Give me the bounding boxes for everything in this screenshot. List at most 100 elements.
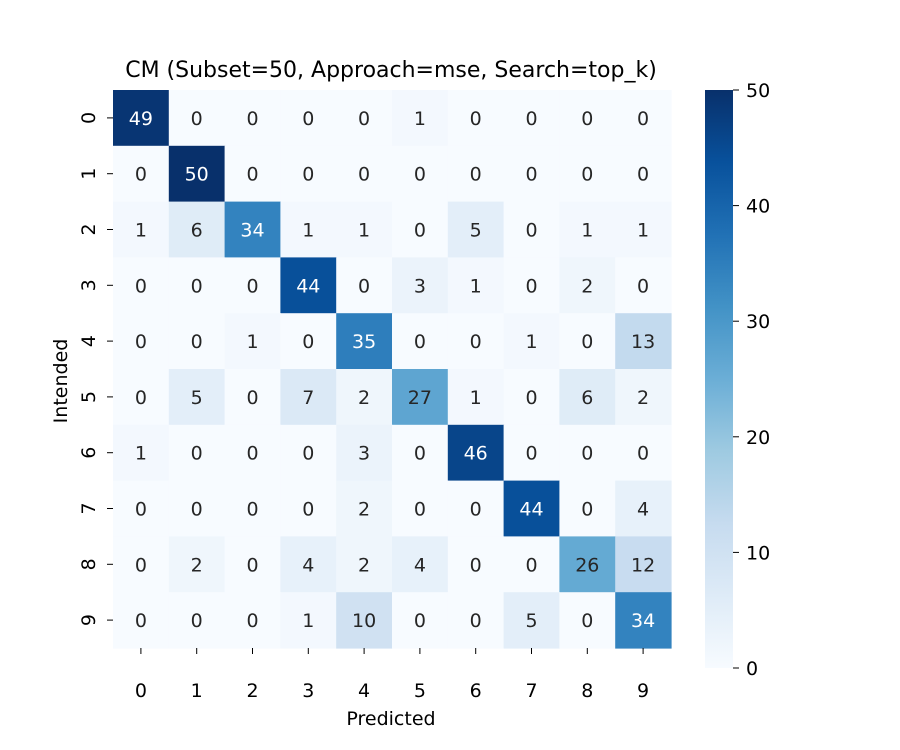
cell-value-r5-c7: 0 bbox=[525, 387, 537, 409]
cell-value-r5-c5: 27 bbox=[408, 387, 432, 409]
cell-value-r4-c7: 1 bbox=[525, 331, 537, 353]
cell-value-r5-c4: 2 bbox=[358, 387, 370, 409]
heatmap-cell-r7-c7 bbox=[503, 480, 560, 537]
heatmap-cell-r3-c7 bbox=[503, 257, 560, 314]
cell-value-r4-c0: 0 bbox=[135, 331, 147, 353]
heatmap-cell-r1-c3 bbox=[280, 145, 337, 203]
heatmap-cell-r8-c1 bbox=[168, 536, 226, 593]
heatmap-cell-r6-c0 bbox=[113, 424, 170, 482]
heatmap-cell-r3-c4 bbox=[336, 257, 393, 314]
cell-value-r8-c4: 2 bbox=[358, 554, 370, 576]
heatmap-cell-r3-c8 bbox=[559, 257, 616, 314]
heatmap-cells bbox=[113, 90, 672, 649]
cell-value-r7-c1: 0 bbox=[191, 499, 203, 521]
colorbar-tick-label: 20 bbox=[746, 427, 770, 449]
heatmap-cell-r4-c7 bbox=[503, 313, 560, 370]
cell-value-r7-c0: 0 bbox=[135, 499, 147, 521]
y-tick-label: 8 bbox=[78, 558, 100, 570]
cell-value-r9-c7: 5 bbox=[525, 610, 537, 632]
cell-value-r2-c4: 1 bbox=[358, 220, 370, 242]
cell-value-r0-c3: 0 bbox=[302, 108, 314, 130]
heatmap-cell-r8-c0 bbox=[113, 536, 170, 593]
heatmap-cell-r2-c9 bbox=[615, 201, 672, 258]
y-tick-label: 6 bbox=[78, 447, 100, 459]
cell-value-r9-c6: 0 bbox=[470, 610, 482, 632]
heatmap-cell-r6-c8 bbox=[559, 424, 616, 482]
cell-value-r0-c9: 0 bbox=[637, 108, 649, 130]
heatmap-cell-r8-c3 bbox=[280, 536, 337, 593]
heatmap-cell-r5-c6 bbox=[447, 369, 505, 426]
cell-value-r2-c2: 34 bbox=[240, 220, 264, 242]
cell-value-r2-c1: 6 bbox=[191, 220, 203, 242]
y-tick-label: 7 bbox=[78, 502, 100, 514]
colorbar-tick-label: 10 bbox=[746, 542, 770, 564]
heatmap-cell-r6-c4 bbox=[336, 424, 393, 482]
cell-value-r8-c8: 26 bbox=[575, 554, 599, 576]
heatmap-cell-r5-c5 bbox=[392, 369, 449, 426]
cell-value-r4-c5: 0 bbox=[414, 331, 426, 353]
cell-value-r2-c3: 1 bbox=[302, 220, 314, 242]
cell-value-r0-c6: 0 bbox=[470, 108, 482, 130]
cell-value-r2-c5: 0 bbox=[414, 220, 426, 242]
heatmap-cell-r3-c5 bbox=[392, 257, 449, 314]
heatmap-cell-r7-c4 bbox=[336, 480, 393, 537]
cell-value-r7-c8: 0 bbox=[581, 499, 593, 521]
cell-value-r9-c3: 1 bbox=[302, 610, 314, 632]
heatmap-cell-r2-c4 bbox=[336, 201, 393, 258]
colorbar bbox=[705, 90, 733, 668]
heatmap-cell-r8-c4 bbox=[336, 536, 393, 593]
heatmap-cell-r8-c6 bbox=[447, 536, 505, 593]
cell-value-r4-c1: 0 bbox=[191, 331, 203, 353]
cell-value-r5-c9: 2 bbox=[637, 387, 649, 409]
heatmap-cell-r8-c7 bbox=[503, 536, 560, 593]
cell-value-r3-c4: 0 bbox=[358, 275, 370, 297]
cell-value-r4-c8: 0 bbox=[581, 331, 593, 353]
heatmap-cell-r1-c0 bbox=[113, 145, 170, 203]
heatmap-cell-r9-c7 bbox=[503, 592, 560, 649]
heatmap-cell-r6-c3 bbox=[280, 424, 337, 482]
cell-value-r2-c0: 1 bbox=[135, 220, 147, 242]
cell-value-r3-c6: 1 bbox=[470, 275, 482, 297]
heatmap-cell-r5-c2 bbox=[224, 369, 281, 426]
cell-value-r8-c0: 0 bbox=[135, 554, 147, 576]
x-axis-ticks: 0 1 2 3 4 5 6 7 8 9 bbox=[135, 648, 649, 702]
cell-value-r3-c5: 3 bbox=[414, 275, 426, 297]
cell-value-r7-c7: 44 bbox=[519, 499, 543, 521]
heatmap-cell-r5-c9 bbox=[615, 369, 672, 426]
heatmap-cell-r5-c8 bbox=[559, 369, 616, 426]
heatmap-cell-r1-c1 bbox=[168, 145, 226, 203]
heatmap-cell-r1-c9 bbox=[615, 145, 672, 203]
x-tick-label: 8 bbox=[581, 680, 593, 702]
heatmap-cell-r5-c3 bbox=[280, 369, 337, 426]
y-tick-label: 4 bbox=[78, 335, 100, 347]
heatmap-cell-r0-c9 bbox=[615, 90, 672, 147]
y-tick-label: 1 bbox=[78, 168, 100, 180]
heatmap-cell-r4-c2 bbox=[224, 313, 281, 370]
cell-value-r8-c6: 0 bbox=[470, 554, 482, 576]
heatmap-cell-r2-c5 bbox=[392, 201, 449, 258]
y-axis-label: Intended bbox=[50, 339, 72, 424]
cell-value-r4-c3: 0 bbox=[302, 331, 314, 353]
heatmap-cell-r2-c1 bbox=[168, 201, 226, 258]
cell-value-r6-c6: 46 bbox=[464, 443, 488, 465]
cell-value-r5-c2: 0 bbox=[246, 387, 258, 409]
heatmap-cell-r2-c0 bbox=[113, 201, 170, 258]
heatmap-cell-r4-c9 bbox=[615, 313, 672, 370]
cell-value-r8-c9: 12 bbox=[631, 554, 655, 576]
cell-value-r9-c4: 10 bbox=[352, 610, 376, 632]
heatmap-cell-r2-c2 bbox=[224, 201, 281, 258]
heatmap-cell-r2-c3 bbox=[280, 201, 337, 258]
x-tick-label: 1 bbox=[191, 680, 203, 702]
cell-value-r1-c2: 0 bbox=[246, 164, 258, 186]
x-tick-label: 2 bbox=[246, 680, 258, 702]
cell-value-r8-c3: 4 bbox=[302, 554, 314, 576]
heatmap-cell-r9-c8 bbox=[559, 592, 616, 649]
x-tick-label: 4 bbox=[358, 680, 370, 702]
heatmap-cell-r0-c0 bbox=[113, 90, 170, 147]
cell-value-r8-c5: 4 bbox=[414, 554, 426, 576]
heatmap-cell-r0-c5 bbox=[392, 90, 449, 147]
heatmap-cell-r4-c1 bbox=[168, 313, 226, 370]
heatmap-cell-r0-c8 bbox=[559, 90, 616, 147]
cell-value-r3-c3: 44 bbox=[296, 275, 320, 297]
